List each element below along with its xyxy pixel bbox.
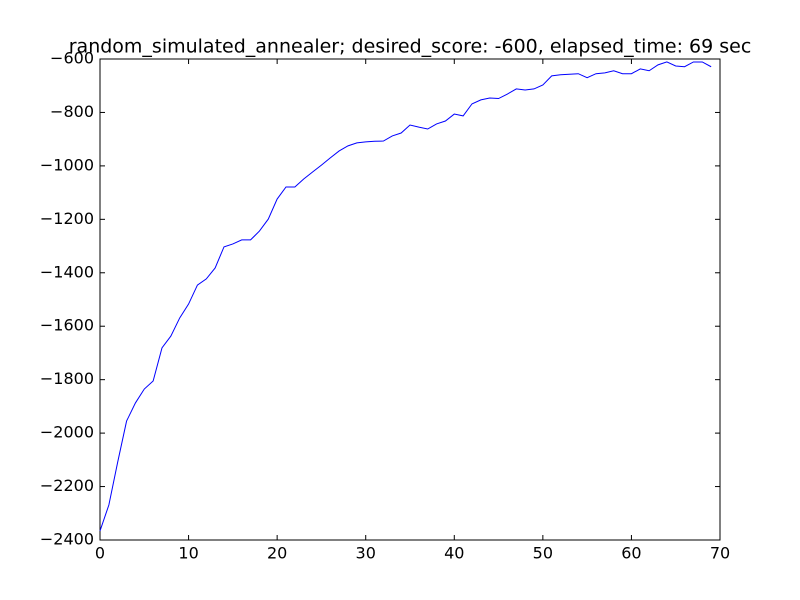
y-tick-label: −1400 bbox=[40, 262, 94, 281]
x-tick-label: 10 bbox=[178, 544, 198, 563]
chart-title: random_simulated_annealer; desired_score… bbox=[69, 36, 752, 58]
y-tick-label: −2000 bbox=[40, 423, 94, 442]
y-tick-label: −600 bbox=[50, 49, 94, 68]
axes-frame bbox=[99, 58, 721, 541]
x-tick-label: 70 bbox=[710, 544, 730, 563]
x-tick-label: 60 bbox=[621, 544, 641, 563]
y-tick-label: −2400 bbox=[40, 530, 94, 549]
x-tick-label: 20 bbox=[267, 544, 287, 563]
y-tick-label: −2200 bbox=[40, 476, 94, 495]
y-tick-label: −800 bbox=[50, 102, 94, 121]
line-series bbox=[99, 61, 712, 532]
x-tick-label: 0 bbox=[95, 544, 105, 563]
x-tick-label: 30 bbox=[356, 544, 376, 563]
x-tick-label: 40 bbox=[444, 544, 464, 563]
y-tick-label: −1200 bbox=[40, 209, 94, 228]
y-tick-label: −1600 bbox=[40, 316, 94, 335]
y-tick-label: −1000 bbox=[40, 155, 94, 174]
x-tick-label: 50 bbox=[533, 544, 553, 563]
y-tick-label: −1800 bbox=[40, 369, 94, 388]
